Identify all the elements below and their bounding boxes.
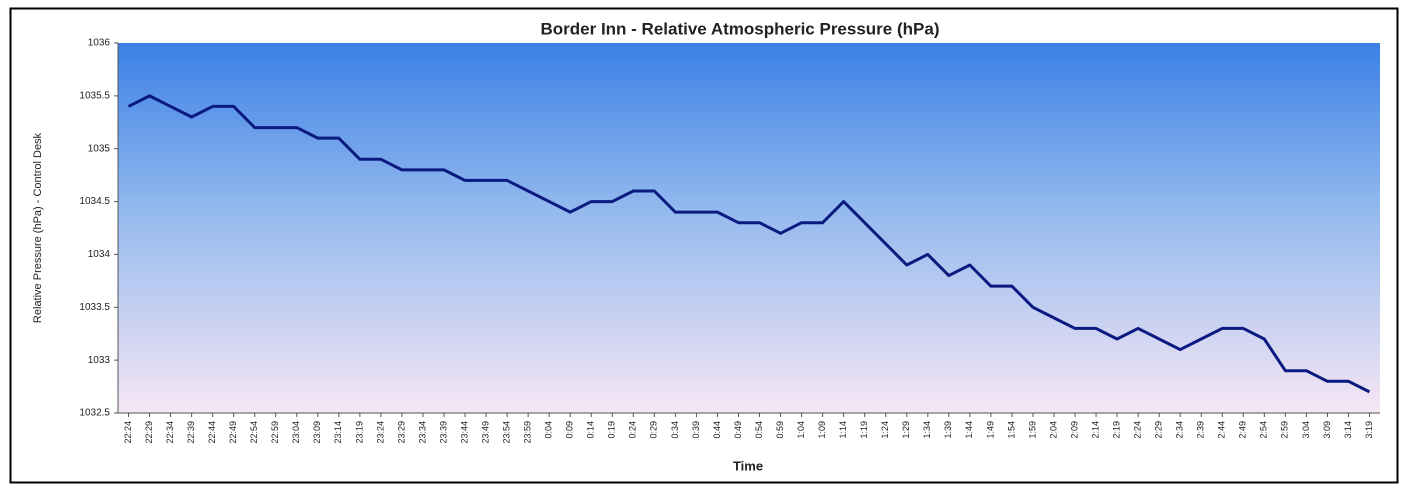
x-tick-label: 22:24: [123, 421, 133, 444]
x-tick-label: 0:54: [754, 421, 764, 439]
x-tick-label: 23:29: [396, 421, 406, 444]
x-tick-label: 23:49: [480, 421, 490, 444]
x-tick-label: 23:34: [417, 421, 427, 444]
x-tick-label: 3:19: [1364, 421, 1374, 439]
x-tick-label: 22:54: [249, 421, 259, 444]
x-tick-label: 23:44: [459, 421, 469, 444]
x-tick-label: 0:24: [628, 421, 638, 439]
y-tick-label: 1033.5: [79, 302, 110, 313]
x-axis-label: Time: [733, 458, 763, 473]
x-tick-label: 3:14: [1343, 421, 1353, 439]
x-tick-label: 23:59: [523, 421, 533, 444]
x-tick-label: 1:09: [817, 421, 827, 439]
x-tick-label: 1:39: [943, 421, 953, 439]
x-tick-label: 1:54: [1006, 421, 1016, 439]
x-tick-label: 23:19: [354, 421, 364, 444]
y-tick-label: 1035: [88, 143, 111, 154]
x-tick-label: 3:04: [1301, 421, 1311, 439]
x-tick-label: 1:44: [964, 421, 974, 439]
x-tick-label: 2:44: [1217, 421, 1227, 439]
x-tick-label: 22:59: [270, 421, 280, 444]
x-tick-label: 22:39: [186, 421, 196, 444]
x-tick-label: 0:39: [691, 421, 701, 439]
x-tick-label: 2:29: [1154, 421, 1164, 439]
x-tick-label: 0:34: [670, 421, 680, 439]
x-tick-label: 23:54: [501, 421, 511, 444]
y-tick-label: 1035.5: [79, 90, 110, 101]
x-tick-label: 1:04: [796, 421, 806, 439]
y-tick-label: 1034: [88, 249, 111, 260]
chart-title: Border Inn - Relative Atmospheric Pressu…: [541, 19, 940, 38]
x-tick-label: 1:14: [838, 421, 848, 439]
y-tick-label: 1032.5: [79, 408, 110, 419]
x-tick-label: 0:14: [586, 421, 596, 439]
x-tick-label: 23:04: [291, 421, 301, 444]
frame: [9, 7, 1399, 484]
x-tick-label: 2:24: [1132, 421, 1142, 439]
x-tick-label: 0:04: [544, 421, 554, 439]
x-tick-label: 22:49: [228, 421, 238, 444]
y-axis-label: Relative Pressure (hPa) - Control Desk: [32, 132, 44, 323]
x-tick-label: 2:19: [1111, 421, 1121, 439]
x-tick-label: 2:49: [1238, 421, 1248, 439]
x-tick-label: 23:14: [333, 421, 343, 444]
x-tick-label: 2:39: [1196, 421, 1206, 439]
y-tick-label: 1034.5: [79, 196, 110, 207]
x-tick-label: 0:49: [733, 421, 743, 439]
x-tick-label: 2:34: [1175, 421, 1185, 439]
data-line: [127, 94, 1371, 394]
x-tick-label: 1:19: [859, 421, 869, 439]
x-tick-label: 2:14: [1090, 421, 1100, 439]
x-tick-label: 3:09: [1322, 421, 1332, 439]
x-tick-label: 0:44: [712, 421, 722, 439]
x-tick-label: 1:59: [1027, 421, 1037, 439]
y-tick-label: 1036: [88, 38, 111, 49]
x-tick-label: 22:29: [144, 421, 154, 444]
x-tick-label: 0:29: [649, 421, 659, 439]
x-tick-label: 22:44: [207, 421, 217, 444]
x-tick-label: 0:59: [775, 421, 785, 439]
plot-area: [118, 43, 1380, 413]
x-tick-label: 1:24: [880, 421, 890, 439]
x-tick-label: 2:59: [1280, 421, 1290, 439]
x-tick-label: 2:09: [1069, 421, 1079, 439]
x-tick-label: 23:24: [375, 421, 385, 444]
x-tick-label: 0:09: [565, 421, 575, 439]
x-tick-label: 2:54: [1259, 421, 1269, 439]
x-tick-label: 23:39: [438, 421, 448, 444]
x-tick-label: 0:19: [607, 421, 617, 439]
x-tick-label: 23:09: [312, 421, 322, 444]
y-tick-label: 1033: [88, 355, 111, 366]
x-tick-label: 1:29: [901, 421, 911, 439]
x-tick-label: 1:49: [985, 421, 995, 439]
x-tick-label: 1:34: [922, 421, 932, 439]
x-tick-label: 22:34: [165, 421, 175, 444]
x-tick-label: 2:04: [1048, 421, 1058, 439]
